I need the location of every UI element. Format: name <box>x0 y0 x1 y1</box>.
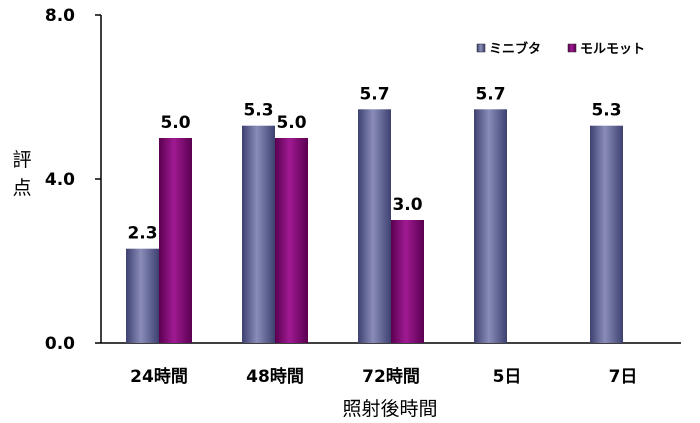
bar <box>474 109 507 343</box>
y-tick-label: 8.0 <box>45 6 75 26</box>
data-label: 5.0 <box>160 113 190 133</box>
y-ticks: 0.0 4.0 8.0 <box>45 6 101 354</box>
x-axis-title: 照射後時間 <box>342 398 437 420</box>
y-axis-title-char-1: 評 <box>12 149 31 171</box>
data-label: 3.0 <box>392 195 422 215</box>
x-tick-label: 48時間 <box>246 366 304 387</box>
x-tick-label: 5日 <box>493 367 522 387</box>
bar <box>126 248 159 343</box>
x-tick-label: 24時間 <box>130 366 188 387</box>
category-labels: 24時間 48時間 72時間 5日 7日 <box>130 366 637 387</box>
bar <box>275 138 308 343</box>
x-tick-label: 7日 <box>609 367 638 387</box>
legend: ミニブタ モルモット <box>476 41 645 57</box>
data-label: 5.3 <box>591 101 621 121</box>
data-label: 5.3 <box>243 101 273 121</box>
data-label: 5.7 <box>359 84 389 104</box>
y-axis-title-char-2: 点 <box>12 177 31 199</box>
legend-swatch-series-1 <box>476 43 486 53</box>
bars <box>126 109 623 343</box>
legend-swatch-series-2 <box>567 43 577 53</box>
bar <box>590 125 623 343</box>
bar <box>391 220 424 343</box>
y-tick-label: 4.0 <box>45 170 75 190</box>
bar <box>242 125 275 343</box>
data-label: 5.0 <box>276 113 306 133</box>
y-tick-label: 0.0 <box>45 334 75 354</box>
bar <box>358 109 391 343</box>
legend-label-series-1: ミニブタ <box>489 41 541 57</box>
x-tick-label: 72時間 <box>362 366 420 387</box>
bar <box>159 138 192 343</box>
data-labels: 2.35.35.7 5.75.35.0 5.03.0 <box>127 84 621 243</box>
legend-label-series-2: モルモット <box>580 42 645 57</box>
data-label: 5.7 <box>475 84 505 104</box>
data-label: 2.3 <box>127 224 157 244</box>
